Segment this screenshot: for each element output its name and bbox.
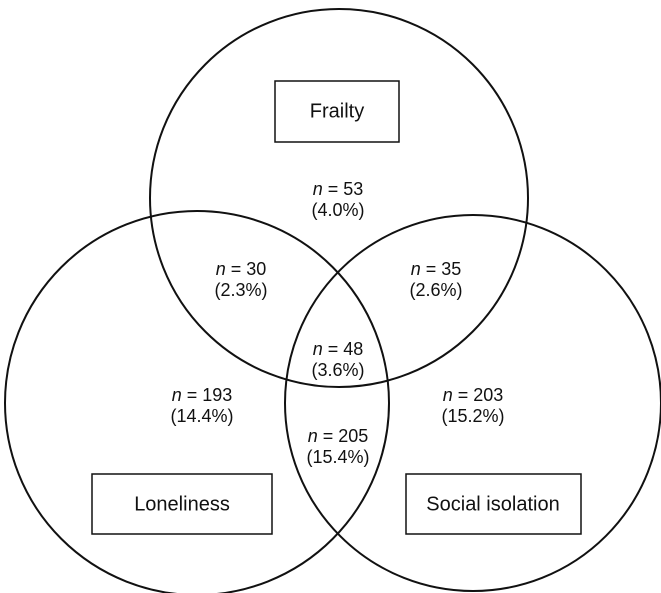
region-percent: (2.6%) [409,280,462,300]
region-count: n = 35 [411,259,462,279]
region-percent: (4.0%) [311,200,364,220]
set-label: Frailty [310,100,364,122]
region-count: n = 30 [216,259,267,279]
loneliness-circle [4,210,390,593]
set-label: Social isolation [426,493,559,515]
region-percent: (14.4%) [170,406,233,426]
frailty-circle [149,8,529,388]
loneliness-box [91,473,273,535]
social-isolation-box [405,473,582,535]
region-count: n = 203 [443,385,504,405]
region-count: n = 48 [313,339,364,359]
region-count: n = 193 [172,385,233,405]
region-percent: (15.4%) [306,447,369,467]
region-percent: (15.2%) [441,406,504,426]
region-count: n = 53 [313,179,364,199]
region-percent: (3.6%) [311,360,364,380]
set-label: Loneliness [134,493,230,515]
region-percent: (2.3%) [214,280,267,300]
social-isolation-circle [284,214,661,592]
frailty-box [274,80,400,143]
region-count: n = 205 [308,426,369,446]
